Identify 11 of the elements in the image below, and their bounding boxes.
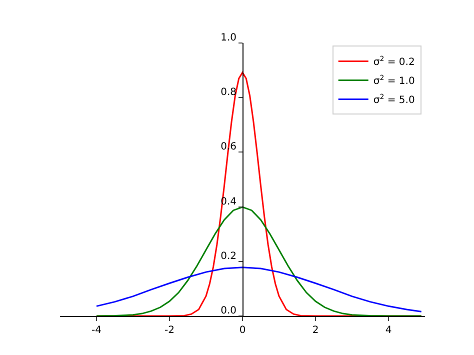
legend-label: σ$^{2}$ = 1.0 — [373, 74, 415, 88]
x-tick-label: 4 — [385, 325, 392, 336]
x-tick-label: 2 — [312, 325, 319, 336]
y-tick-label: 0.2 — [220, 250, 236, 262]
legend-label: σ$^{2}$ = 0.2 — [373, 54, 415, 68]
y-tick-label: 0.0 — [220, 306, 236, 316]
x-tick-label: -2 — [164, 325, 174, 336]
x-tick-label: 0 — [239, 325, 246, 336]
x-tick-label: -4 — [92, 325, 102, 336]
legend-label: σ$^{2}$ = 5.0 — [373, 92, 415, 106]
y-tick-label: 1.0 — [220, 32, 236, 44]
